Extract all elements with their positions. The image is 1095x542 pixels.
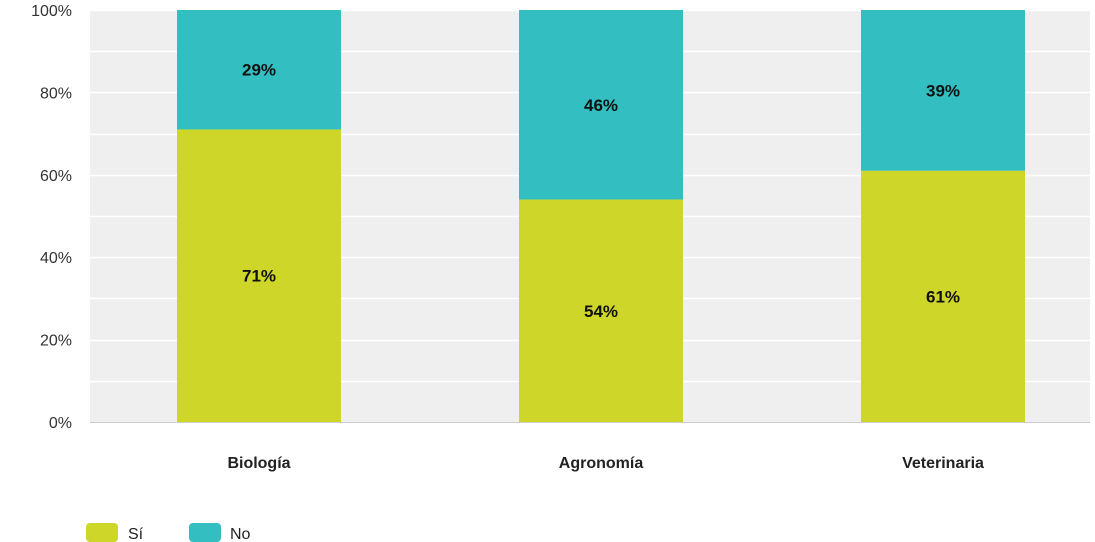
y-axis: 0% 20% 40% 60% 80% 100% (31, 3, 72, 432)
x-category-label: Biología (227, 455, 290, 472)
data-label-si-2: 61% (926, 287, 960, 306)
legend-swatch-si (86, 523, 118, 542)
y-tick-label: 40% (40, 250, 72, 267)
x-axis: Biología Agronomía Veterinaria (90, 422, 1090, 472)
data-label-no-0: 29% (242, 61, 276, 80)
data-label-no-1: 46% (584, 96, 618, 115)
bar-no-1 (519, 10, 683, 200)
y-tick-label: 60% (40, 168, 72, 185)
data-labels: 71% 29% 54% 46% 61% 39% (242, 61, 960, 321)
legend-label-si: Sí (128, 526, 144, 542)
y-tick-label: 80% (40, 85, 72, 102)
bar-si-0 (177, 129, 341, 423)
bar-si-2 (861, 170, 1025, 422)
x-category-label: Veterinaria (902, 455, 984, 472)
bar-no-2 (861, 10, 1025, 171)
y-tick-label: 100% (31, 3, 72, 20)
legend-label-no: No (230, 526, 251, 542)
x-category-label: Agronomía (559, 455, 644, 472)
data-label-si-1: 54% (584, 302, 618, 321)
data-label-si-0: 71% (242, 267, 276, 286)
legend-swatch-no (189, 523, 221, 542)
bars (177, 10, 1025, 423)
data-label-no-2: 39% (926, 81, 960, 100)
legend: Sí No (86, 523, 251, 542)
bar-si-1 (519, 199, 683, 422)
bar-no-0 (177, 10, 341, 130)
y-tick-label: 20% (40, 333, 72, 350)
y-tick-label: 0% (49, 415, 72, 432)
